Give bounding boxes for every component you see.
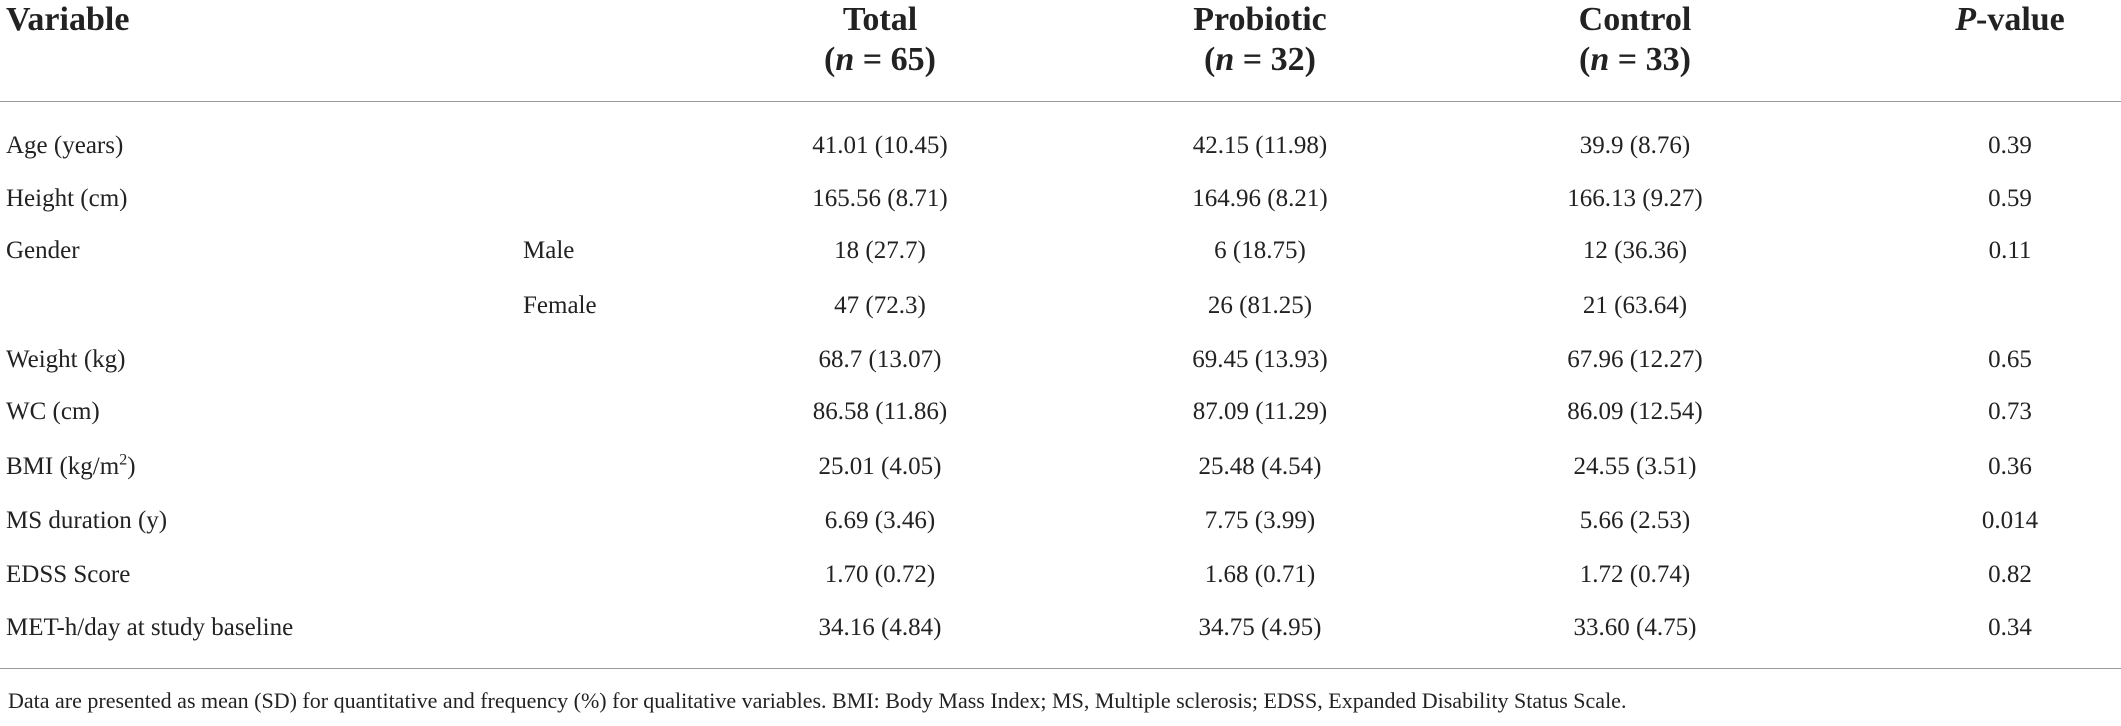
row-probiotic: 69.45 (13.93)	[1192, 346, 1328, 373]
row-variable: Height (cm)	[6, 185, 128, 212]
row-pvalue: 0.82	[1988, 561, 2032, 588]
row-total: 165.56 (8.71)	[812, 185, 948, 212]
header-variable: Variable	[6, 1, 130, 38]
row-pvalue: 0.36	[1988, 453, 2032, 480]
row-control: 33.60 (4.75)	[1573, 614, 1697, 641]
table-footnote: Data are presented as mean (SD) for quan…	[8, 688, 1627, 713]
row-pvalue: 0.014	[1981, 507, 2039, 534]
row-control: 67.96 (12.27)	[1567, 346, 1703, 373]
row-variable-superscript: 2	[119, 451, 128, 469]
row-probiotic: 34.75 (4.95)	[1198, 614, 1322, 641]
header-probiotic-n-symbol: n	[1215, 41, 1235, 78]
row-total: 6.69 (3.46)	[824, 507, 936, 534]
header-total-n-symbol: n	[835, 41, 855, 78]
header-total-n-value: = 65	[854, 41, 925, 78]
header-total-label: Total	[842, 1, 918, 38]
header-control: Control (n = 33)	[1510, 0, 1760, 80]
header-rule	[0, 101, 2121, 102]
row-variable-text: BMI (kg/m	[6, 453, 120, 480]
row-control: 24.55 (3.51)	[1573, 453, 1697, 480]
row-pvalue: 0.59	[1988, 185, 2032, 212]
row-total: 34.16 (4.84)	[818, 614, 942, 641]
row-variable: BMI (kg/m2)	[6, 451, 136, 483]
row-control: 5.66 (2.53)	[1579, 507, 1691, 534]
row-variable: Weight (kg)	[6, 346, 126, 373]
row-total: 68.7 (13.07)	[818, 346, 942, 373]
row-pvalue: 0.34	[1988, 614, 2032, 641]
header-control-n-symbol: n	[1590, 41, 1610, 78]
row-probiotic: 42.15 (11.98)	[1192, 132, 1328, 159]
header-pvalue: P-value	[1900, 0, 2120, 40]
header-pvalue-p: P	[1955, 1, 1976, 38]
row-variable: MS duration (y)	[6, 507, 168, 534]
row-pvalue: 0.11	[1988, 237, 2032, 264]
row-probiotic: 25.48 (4.54)	[1198, 453, 1322, 480]
row-subcategory: Male	[523, 237, 575, 264]
row-total: 25.01 (4.05)	[818, 453, 942, 480]
row-total: 41.01 (10.45)	[812, 132, 948, 159]
row-variable: WC (cm)	[6, 398, 100, 425]
header-total-n: (n = 65)	[824, 41, 936, 78]
header-total: Total (n = 65)	[755, 0, 1005, 80]
row-control: 21 (63.64)	[1582, 292, 1688, 319]
row-control: 86.09 (12.54)	[1567, 398, 1703, 425]
row-control: 1.72 (0.74)	[1579, 561, 1691, 588]
row-total: 1.70 (0.72)	[824, 561, 936, 588]
row-probiotic: 26 (81.25)	[1207, 292, 1313, 319]
row-pvalue: 0.65	[1988, 346, 2032, 373]
row-probiotic: 164.96 (8.21)	[1192, 185, 1328, 212]
row-total: 47 (72.3)	[834, 292, 926, 319]
header-pvalue-rest: -value	[1976, 1, 2065, 38]
row-variable: Gender	[6, 237, 80, 264]
row-subcategory: Female	[523, 292, 597, 319]
row-control: 166.13 (9.27)	[1567, 185, 1703, 212]
footer-rule	[0, 668, 2121, 669]
row-pvalue: 0.73	[1988, 398, 2032, 425]
header-probiotic-label: Probiotic	[1193, 1, 1327, 38]
header-control-label: Control	[1578, 1, 1692, 38]
row-variable: MET-h/day at study baseline	[6, 614, 294, 641]
row-probiotic: 87.09 (11.29)	[1192, 398, 1328, 425]
row-control: 12 (36.36)	[1582, 237, 1688, 264]
row-variable: EDSS Score	[6, 561, 131, 588]
row-probiotic: 7.75 (3.99)	[1204, 507, 1316, 534]
header-control-n-value: = 33	[1609, 41, 1680, 78]
header-probiotic-n-value: = 32	[1234, 41, 1305, 78]
row-pvalue: 0.39	[1988, 132, 2032, 159]
header-control-n: (n = 33)	[1579, 41, 1691, 78]
row-probiotic: 1.68 (0.71)	[1204, 561, 1316, 588]
row-total: 86.58 (11.86)	[812, 398, 948, 425]
header-probiotic-n: (n = 32)	[1204, 41, 1316, 78]
row-control: 39.9 (8.76)	[1579, 132, 1691, 159]
row-total: 18 (27.7)	[834, 237, 926, 264]
header-probiotic: Probiotic (n = 32)	[1135, 0, 1385, 80]
row-probiotic: 6 (18.75)	[1214, 237, 1306, 264]
row-variable-end: )	[127, 453, 136, 480]
row-variable: Age (years)	[6, 132, 124, 159]
